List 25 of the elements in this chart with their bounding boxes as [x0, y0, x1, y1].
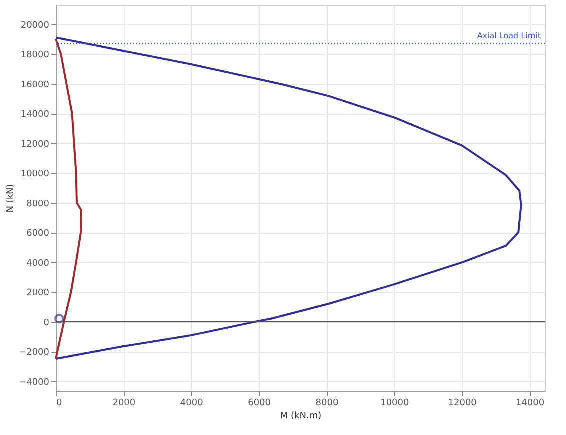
y-axis-title: N (kN)	[6, 184, 16, 213]
y-tick-label: 8000	[26, 199, 50, 210]
y-tick-label: 18000	[20, 50, 50, 61]
y-tick-label: 16000	[20, 80, 50, 90]
x-tick-label: 8000	[316, 398, 339, 408]
y-tick-label: 20000	[20, 20, 50, 31]
y-tick-label: 14000	[20, 110, 50, 120]
x-axis-title: M (kN.m)	[280, 412, 322, 422]
x-tick-label: 4000	[180, 398, 204, 408]
x-tick-label: 6000	[248, 398, 272, 408]
y-tick-label: 2000	[26, 288, 50, 299]
y-tick-label: 0	[44, 318, 50, 328]
x-tick-label: 2000	[112, 398, 136, 408]
line-series	[55, 38, 82, 360]
y-tick-label: 4000	[26, 258, 50, 269]
y-tick-label: −2000	[19, 348, 50, 358]
x-tick-label: 10000	[380, 398, 410, 408]
y-tick-label: 6000	[26, 229, 50, 240]
y-tick-label: 10000	[20, 170, 50, 180]
y-tick-label: 12000	[20, 140, 50, 150]
x-tick-label: 0	[56, 398, 62, 408]
x-tick-label: 14000	[516, 398, 545, 408]
ref-line-label: Axial Load Limit	[477, 32, 541, 41]
y-tick-label: −4000	[19, 378, 50, 388]
x-tick-label: 12000	[448, 398, 478, 408]
